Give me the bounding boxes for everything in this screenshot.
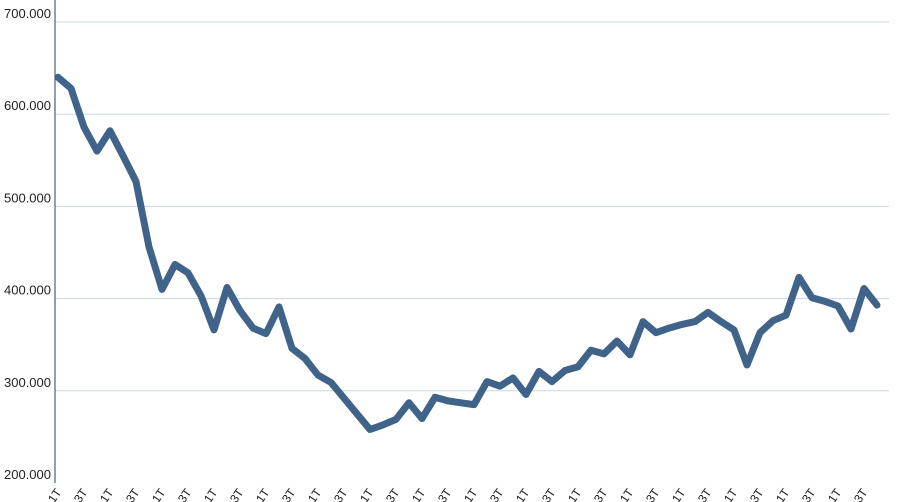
x-tick-label: 1T xyxy=(825,485,845,502)
x-tick-labels: 1T 3T 1T 3T 1T 3T 1T 3T 1T 3T 1T 3T 1T 3T 1T 3T 1T 3T 1T 3T… xyxy=(45,485,871,502)
y-tick-label: 200.000 xyxy=(4,467,51,482)
x-tick-label: 3T xyxy=(175,485,195,502)
x-tick-label: 1T xyxy=(721,485,741,502)
x-tick-label: 3T xyxy=(591,485,611,502)
x-tick-label: 1T xyxy=(461,485,481,502)
x-tick-label: 3T xyxy=(383,485,403,502)
x-tick-label: 1T xyxy=(565,485,585,502)
y-tick-label: 600.000 xyxy=(4,98,51,113)
x-tick-label: 3T xyxy=(279,485,299,502)
x-tick-label: 3T xyxy=(695,485,715,502)
x-tick-label: 3T xyxy=(487,485,507,502)
x-tick-label: 3T xyxy=(539,485,559,502)
x-tick-label: 1T xyxy=(201,485,221,502)
y-tick-label: 400.000 xyxy=(4,283,51,298)
x-tick-label: 3T xyxy=(799,485,819,502)
x-tick-label: 1T xyxy=(97,485,117,502)
x-tick-label: 3T xyxy=(643,485,663,502)
grid-lines xyxy=(55,21,889,392)
x-tick-label: 3T xyxy=(123,485,143,502)
x-tick-label: 3T xyxy=(747,485,767,502)
x-tick-label: 1T xyxy=(253,485,273,502)
x-tick-label: 3T xyxy=(227,485,247,502)
x-tick-label: 1T xyxy=(357,485,377,502)
x-tick-label: 1T xyxy=(305,485,325,502)
x-tick-label: 3T xyxy=(851,485,871,502)
x-tick-label: 1T xyxy=(669,485,689,502)
y-tick-label: 300.000 xyxy=(4,375,51,390)
x-tick-label: 3T xyxy=(71,485,91,502)
x-tick-label: 3T xyxy=(331,485,351,502)
x-tick-label: 1T xyxy=(773,485,793,502)
x-tick-label: 1T xyxy=(617,485,637,502)
x-tick-label: 1T xyxy=(409,485,429,502)
x-tick-label: 1T xyxy=(513,485,533,502)
x-tick-label: 1T xyxy=(45,485,65,502)
series-line xyxy=(54,73,881,433)
series-group xyxy=(54,73,881,433)
x-tick-label: 1T xyxy=(149,485,169,502)
y-tick-label: 700.000 xyxy=(4,6,51,21)
y-tick-label: 500.000 xyxy=(4,190,51,205)
x-tick-label: 3T xyxy=(435,485,455,502)
y-tick-labels: 200.000 300.000 400.000 500.000 600.000 700.0… xyxy=(4,6,51,482)
